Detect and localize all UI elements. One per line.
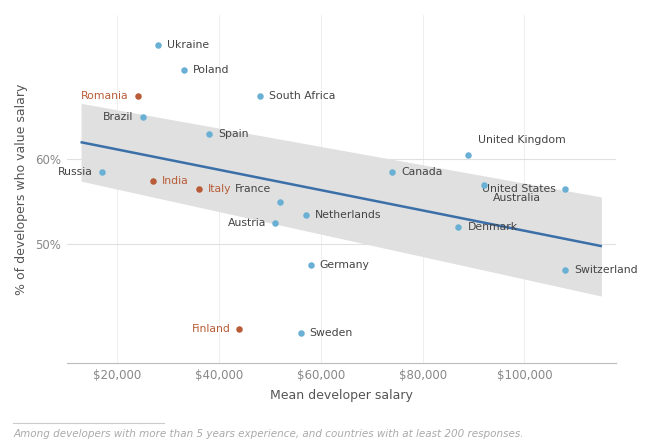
Text: India: India bbox=[162, 176, 189, 185]
Point bbox=[204, 130, 215, 138]
Text: Finland: Finland bbox=[192, 324, 230, 334]
X-axis label: Mean developer salary: Mean developer salary bbox=[270, 388, 413, 402]
Text: Netherlands: Netherlands bbox=[315, 210, 381, 220]
Text: France: France bbox=[235, 184, 271, 194]
Y-axis label: % of developers who value salary: % of developers who value salary bbox=[15, 83, 28, 295]
Text: Poland: Poland bbox=[193, 65, 229, 75]
Point bbox=[97, 168, 108, 176]
Point bbox=[295, 330, 306, 337]
Point bbox=[560, 185, 570, 193]
Text: Brazil: Brazil bbox=[103, 112, 134, 122]
Text: Ukraine: Ukraine bbox=[167, 40, 209, 50]
Text: United States: United States bbox=[482, 184, 556, 194]
Text: South Africa: South Africa bbox=[269, 90, 335, 101]
Text: Canada: Canada bbox=[401, 167, 443, 177]
Point bbox=[453, 224, 464, 231]
Point bbox=[178, 67, 189, 74]
Text: Sweden: Sweden bbox=[310, 328, 353, 338]
Point bbox=[275, 198, 285, 205]
Text: Australia: Australia bbox=[493, 193, 541, 202]
Point bbox=[138, 113, 148, 121]
Text: Among developers with more than 5 years experience, and countries with at least : Among developers with more than 5 years … bbox=[13, 429, 523, 439]
Point bbox=[148, 177, 158, 184]
Point bbox=[270, 220, 280, 227]
Text: Austria: Austria bbox=[228, 218, 266, 228]
Text: United Kingdom: United Kingdom bbox=[478, 135, 565, 145]
Text: Russia: Russia bbox=[58, 167, 93, 177]
Point bbox=[387, 168, 398, 176]
Point bbox=[463, 151, 474, 159]
Text: Germany: Germany bbox=[320, 260, 370, 271]
Point bbox=[478, 181, 489, 189]
Text: Italy: Italy bbox=[208, 184, 232, 194]
Point bbox=[306, 262, 316, 269]
Text: Denmark: Denmark bbox=[468, 222, 518, 232]
Point bbox=[133, 92, 143, 99]
Point bbox=[300, 211, 311, 218]
Point bbox=[255, 92, 265, 99]
Point bbox=[153, 41, 163, 48]
Text: Spain: Spain bbox=[218, 129, 249, 139]
Point bbox=[560, 266, 570, 273]
Point bbox=[234, 326, 245, 333]
Text: Switzerland: Switzerland bbox=[574, 265, 638, 275]
Text: Romania: Romania bbox=[81, 90, 129, 101]
Point bbox=[194, 185, 204, 193]
